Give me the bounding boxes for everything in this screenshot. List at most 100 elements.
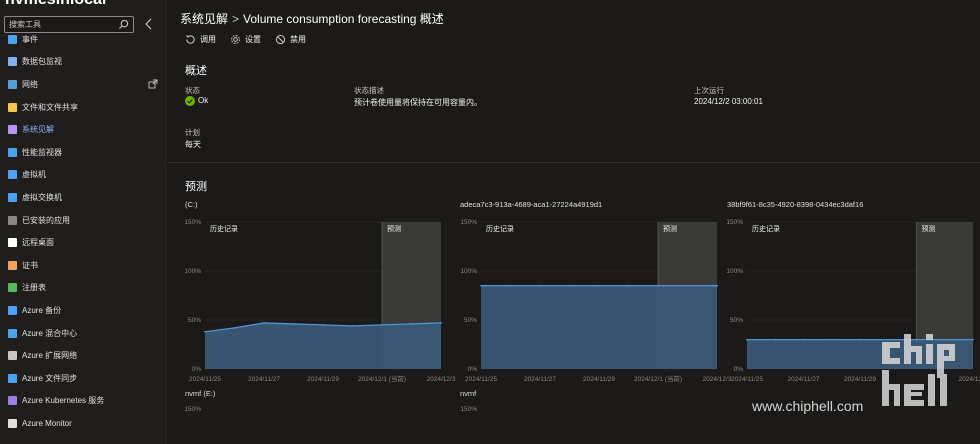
data-point (204, 330, 206, 333)
status-description-label: 状态描述 (354, 86, 384, 95)
x-tick-label: 2024/11/25 (731, 376, 763, 383)
data-point (410, 323, 413, 325)
sidebar-item[interactable]: 系统见解 (0, 118, 166, 141)
status-label: 状态 (185, 86, 200, 95)
sidebar-item[interactable]: 注册表 (0, 277, 166, 300)
search-input[interactable] (9, 18, 113, 31)
y-tick-label: 50% (188, 317, 201, 324)
data-point (568, 284, 571, 287)
y-tick-label: 0% (468, 366, 478, 373)
data-point (233, 326, 236, 329)
invoke-button[interactable]: 调用 (185, 34, 216, 45)
x-tick-label: 2024/11/27 (787, 376, 819, 383)
history-label: 历史记录 (486, 224, 514, 233)
data-point (746, 338, 748, 341)
main-pane: 系统见解 > Volume consumption forecasting 概述… (167, 0, 980, 444)
forecast-chart: 150% 100% 50% 0% 历史记录 预测 2024/11/25 2024/11/27 2… (460, 219, 731, 383)
x-tick-label: 2024/11/25 (465, 376, 497, 383)
breadcrumb-parent[interactable]: 系统见解 (180, 12, 229, 26)
data-point (598, 284, 600, 287)
y-tick-label: 100% (184, 268, 201, 275)
sidebar-item-label: 数据包监视 (22, 57, 62, 67)
last-run-value: 2024/12/2 03:00:01 (694, 97, 763, 106)
network-icon (8, 79, 17, 89)
tool-search-box[interactable] (4, 16, 134, 33)
data-point (887, 338, 890, 341)
sidebar-item-label: Azure Monitor (22, 418, 72, 428)
open-external-icon[interactable] (148, 79, 158, 89)
data-point (859, 338, 861, 341)
data-point (480, 284, 482, 287)
disable-button[interactable]: 禁用 (275, 34, 306, 45)
sidebar-item[interactable]: 性能监视器 (0, 141, 166, 164)
history-label: 历史记录 (752, 224, 780, 233)
x-tick-label: 2024/12/3 (959, 376, 980, 383)
sidebar-item[interactable]: 文件和文件共享 (0, 96, 166, 119)
azure-kubernetes-icon (8, 396, 17, 406)
forecast-chart: 150% (460, 406, 477, 413)
sidebar-item[interactable]: 事件 (0, 28, 166, 51)
sidebar-item[interactable]: 网络 (0, 73, 166, 96)
tool-nav-list: 事件数据包监视网络文件和文件共享 系统见解性能监视器虚拟机虚拟交换机已安装的应用远… (0, 28, 166, 435)
forecast-chart: 150% (184, 406, 201, 413)
status-text: Ok (198, 96, 209, 106)
sidebar-item[interactable]: 虚拟机 (0, 164, 166, 187)
refresh-icon (186, 35, 195, 44)
x-tick-label: 2024/11/29 (583, 376, 615, 383)
data-point (627, 284, 630, 287)
sidebar-item-label: 文件和文件共享 (22, 102, 78, 112)
sidebar-item[interactable]: Azure 文件同步 (0, 367, 166, 390)
x-tick-label: 2024/11/27 (524, 376, 556, 383)
data-point (802, 338, 805, 341)
sidebar-item[interactable]: Azure 备份 (0, 299, 166, 322)
forecast-label: 预测 (387, 224, 401, 233)
sidebar-item[interactable]: Azure 混合中心 (0, 322, 166, 345)
y-tick-label: 150% (460, 406, 477, 413)
sidebar-item[interactable]: 已安装的应用 (0, 209, 166, 232)
data-point (381, 324, 383, 326)
forecast-chart: 150% 100% 50% 0% 历史记录 预测 2024/11/25 2024/11/27 2… (184, 219, 455, 383)
watermark-text: www.chiphell.com (752, 398, 864, 414)
remote-desktop-icon (8, 238, 17, 248)
settings-label: 设置 (245, 35, 261, 44)
virtual-machine-icon (8, 170, 17, 180)
sidebar-item-label: 注册表 (22, 283, 46, 293)
folder-icon (8, 102, 17, 112)
y-tick-label: 150% (184, 406, 201, 413)
settings-button[interactable]: 设置 (230, 34, 261, 45)
sidebar-item[interactable]: Azure Kubernetes 服务 (0, 390, 166, 413)
y-tick-label: 150% (460, 219, 477, 226)
chart-title: nvmf (E:) (185, 389, 216, 398)
section-divider (167, 162, 980, 163)
search-icon[interactable] (118, 19, 129, 30)
chevron-left-icon[interactable] (144, 18, 154, 30)
sidebar-item[interactable]: 数据包监视 (0, 51, 166, 74)
sidebar-item-label: 虚拟交换机 (22, 192, 62, 202)
data-point (509, 284, 512, 287)
sidebar-item[interactable]: 证书 (0, 254, 166, 277)
sidebar-item-label: 虚拟机 (22, 170, 46, 180)
check-circle-icon (185, 96, 195, 106)
sidebar-item[interactable]: 远程桌面 (0, 231, 166, 254)
x-tick-label: 2024/11/27 (248, 376, 280, 383)
performance-monitor-icon (8, 147, 17, 157)
sidebar-item[interactable]: Azure 扩展网络 (0, 344, 166, 367)
sidebar-item-label: 远程桌面 (22, 238, 54, 248)
data-point (351, 324, 354, 327)
events-icon (8, 34, 17, 44)
y-tick-label: 100% (460, 268, 477, 275)
status-value: Ok (185, 96, 208, 106)
sidebar-item-label: Azure 备份 (22, 305, 62, 315)
sidebar-item-label: 系统见解 (22, 125, 54, 135)
y-tick-label: 0% (734, 366, 744, 373)
y-tick-label: 0% (192, 366, 202, 373)
sidebar-item-label: Azure 文件同步 (22, 373, 78, 383)
chart-title: (C:) (185, 200, 198, 209)
overview-heading: 概述 (185, 65, 207, 77)
installed-apps-icon (8, 215, 17, 225)
data-point (774, 338, 777, 341)
history-label: 历史记录 (210, 224, 238, 233)
sidebar-item[interactable]: 虚拟交换机 (0, 186, 166, 209)
y-tick-label: 150% (726, 219, 743, 226)
sidebar-item[interactable]: Azure Monitor (0, 412, 166, 435)
